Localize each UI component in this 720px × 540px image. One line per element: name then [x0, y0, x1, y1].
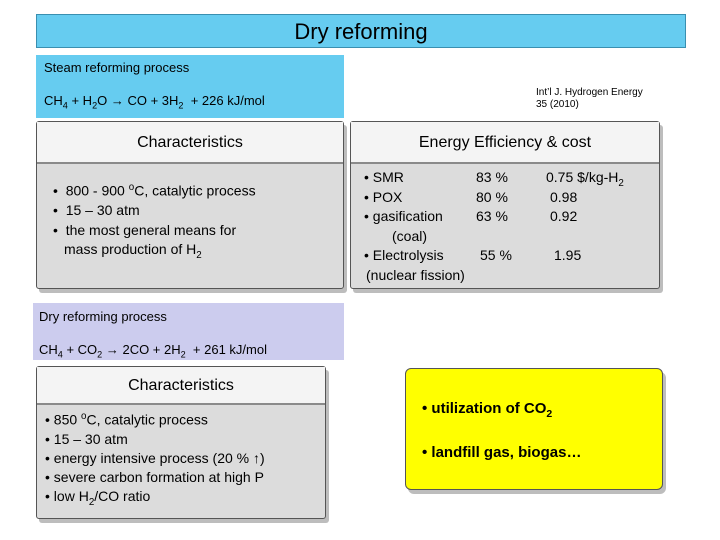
highlight-item-biogas: • landfill gas, biogas…: [422, 444, 582, 461]
efficiency-value: 63 %: [476, 208, 508, 224]
characteristics-heading: Characteristics: [37, 122, 343, 164]
dry-reforming-equation: CH4 + CO2 → 2CO + 2H2 + 261 kJ/mol: [39, 342, 267, 360]
energy-efficiency-box: Energy Efficiency & cost • SMR 83 % 0.75…: [350, 121, 660, 289]
process-name: • POX: [364, 188, 403, 205]
highlight-item-co2: • utilization of CO2: [422, 400, 552, 420]
eq-text: O: [97, 93, 108, 108]
steam-characteristics-box: Characteristics • 800 - 900 oC, catalyti…: [36, 121, 344, 289]
eq-text: 2CO + 2H: [122, 342, 181, 357]
item-sub: 2: [546, 408, 553, 420]
list-item: • the most general means for: [53, 221, 237, 238]
dry-reforming-label: Dry reforming process: [39, 309, 167, 324]
characteristics-heading: Characteristics: [37, 367, 325, 405]
table-row: (coal): [392, 227, 427, 247]
steam-reforming-equation: CH4 + H2O → CO + 3H2 + 226 kJ/mol: [44, 93, 265, 111]
list-item: • low H2/CO ratio: [45, 487, 265, 512]
list-item: • 15 – 30 atm: [53, 202, 140, 219]
item-text: • utilization of CO: [422, 400, 547, 417]
eq-sub: 2: [180, 349, 186, 360]
eq-text: + 226 kJ/mol: [183, 93, 265, 108]
list-item: • 15 – 30 atm: [45, 430, 128, 447]
dry-characteristics-box: Characteristics • 850 oC, catalytic proc…: [36, 366, 326, 519]
item-text: • low H: [45, 487, 89, 504]
list-item: mass production of H2: [53, 240, 256, 265]
efficiency-value: 80 %: [476, 188, 508, 205]
item-text: 15 – 30 atm: [65, 202, 140, 219]
cost-text: 0.75 $/kg-H: [546, 169, 619, 185]
item-text: the most general means for: [65, 221, 237, 238]
steam-reforming-panel: Steam reforming process CH4 + H2O → CO +…: [36, 55, 344, 118]
table-row: • gasification 63 % 0.92: [364, 207, 654, 227]
dry-characteristics-list: • 850 oC, catalytic process • 15 – 30 at…: [45, 407, 265, 511]
steam-reforming-label: Steam reforming process: [44, 60, 190, 75]
efficiency-value: 55 %: [480, 247, 512, 263]
eq-sub: 4: [62, 100, 68, 111]
item-text: C, catalytic process: [86, 411, 208, 428]
cost-value: 0.75 $/kg-H2: [546, 168, 624, 193]
arrow: →: [107, 93, 128, 108]
eq-sub: 2: [92, 100, 98, 111]
table-row: • Electrolysis 55 % 1.95: [364, 246, 654, 266]
cost-value: 0.98: [550, 188, 578, 205]
eq-text: + H: [67, 93, 93, 108]
item-sub: 2: [196, 249, 202, 261]
title-bar: Dry reforming: [36, 14, 686, 48]
process-note: (coal): [392, 227, 428, 244]
energy-efficiency-heading: Energy Efficiency & cost: [351, 122, 659, 164]
citation-line: 35 (2010): [536, 99, 579, 110]
dry-reforming-panel: Dry reforming process CH4 + CO2 → 2CO + …: [33, 303, 344, 360]
process-note: (nuclear fission): [366, 266, 465, 283]
cost-value: 0.92: [550, 208, 578, 224]
item-text: mass production of H: [64, 241, 197, 258]
item-text: C, catalytic process: [134, 182, 256, 199]
eq-text: CO + 3H: [127, 93, 179, 108]
list-item: • energy intensive process (20 % ↑): [45, 449, 265, 466]
table-row: (nuclear fission): [366, 266, 465, 286]
cost-value: 1.95: [554, 247, 582, 263]
eq-sub: 4: [57, 349, 63, 360]
eq-text: CH: [44, 93, 63, 108]
item-sup: o: [128, 182, 135, 193]
cost-sub: 2: [618, 177, 624, 189]
item-text: /CO ratio: [94, 487, 151, 504]
eq-text: CH: [39, 342, 58, 357]
table-row: • POX 80 % 0.98: [364, 188, 654, 208]
citation-line: Int’l J. Hydrogen Energy: [536, 87, 643, 98]
list-item: • 850 oC, catalytic process: [45, 407, 265, 430]
item-text: 800 - 900: [65, 182, 129, 199]
table-row: • SMR 83 % 0.75 $/kg-H2: [364, 168, 654, 189]
eq-text: + 261 kJ/mol: [185, 342, 267, 357]
eq-sub: 2: [178, 100, 184, 111]
list-item: • severe carbon formation at high P: [45, 468, 264, 485]
arrow: →: [102, 342, 123, 357]
item-sub: 2: [88, 496, 95, 508]
steam-characteristics-list: • 800 - 900 oC, catalytic process • 15 –…: [53, 178, 256, 265]
highlight-box: • utilization of CO2 • landfill gas, bio…: [405, 368, 663, 490]
item-sup: o: [81, 411, 87, 422]
slide-title: Dry reforming: [294, 19, 428, 44]
process-name: • Electrolysis: [364, 247, 444, 263]
list-item: • 800 - 900 oC, catalytic process: [53, 182, 256, 199]
eq-text: + CO: [62, 342, 98, 357]
citation: Int’l J. Hydrogen Energy 35 (2010): [536, 87, 643, 111]
efficiency-value: 83 %: [476, 169, 508, 185]
item-text: • 850: [45, 411, 82, 428]
process-name: • gasification: [364, 208, 443, 224]
eq-sub: 2: [97, 349, 103, 360]
process-name: • SMR: [364, 169, 404, 185]
